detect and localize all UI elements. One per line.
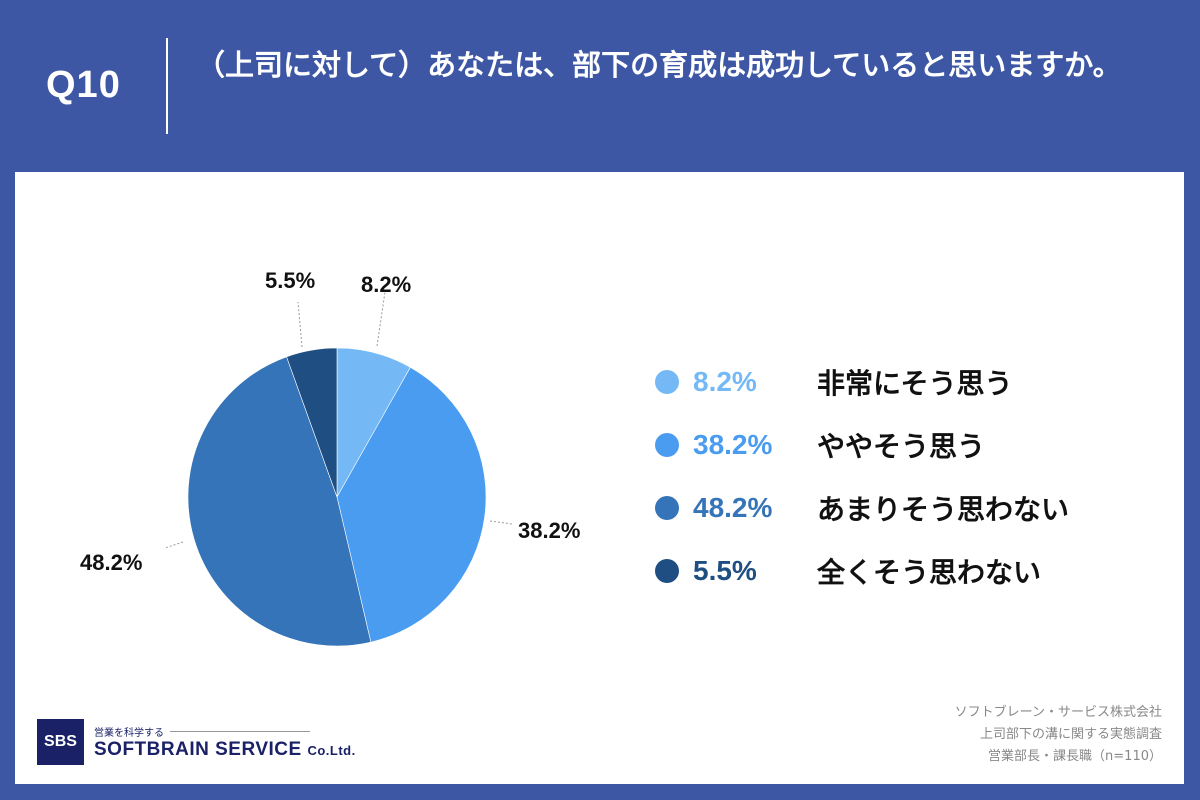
- logo-name: SOFTBRAIN SERVICE: [94, 738, 302, 760]
- legend-item: 8.2% 非常にそう思う: [655, 362, 1012, 402]
- logo-suffix: Co.Ltd.: [307, 742, 356, 758]
- header-divider: [166, 38, 168, 134]
- legend-label: 全くそう思わない: [817, 556, 1042, 589]
- pie-slice-not-at-all: [286, 347, 338, 498]
- legend-item: 48.2% あまりそう思わない: [655, 488, 1069, 528]
- source-company: ソフトブレーン・サービス株式会社: [954, 705, 1162, 720]
- source-survey: 上司部下の溝に関する実態調査: [979, 727, 1162, 742]
- pie-slice-somewhat: [336, 366, 487, 643]
- slice-label-not-much: 48.2%: [80, 550, 143, 575]
- pie-slice-not-much: [187, 356, 372, 647]
- legend-label: ややそう思う: [817, 430, 986, 463]
- legend-pct: 8.2%: [693, 366, 757, 397]
- legend-pct: 48.2%: [693, 492, 773, 523]
- legend-label: 非常にそう思う: [817, 367, 1013, 400]
- question-title: （上司に対して）あなたは、部下の育成は成功していると思いますか。: [196, 48, 1122, 82]
- legend-dot-icon: [655, 496, 679, 520]
- slice-label-very: 8.2%: [361, 272, 412, 297]
- legend-label: あまりそう思わない: [817, 493, 1070, 526]
- header: Q10 （上司に対して）あなたは、部下の育成は成功していると思いますか。: [0, 0, 1200, 170]
- question-number: Q10: [46, 64, 121, 106]
- source-sample: 営業部長・課長職（n=110）: [988, 749, 1162, 764]
- slice-label-somewhat: 38.2%: [518, 518, 581, 543]
- source-note: ソフトブレーン・サービス株式会社 上司部下の溝に関する実態調査 営業部長・課長職…: [955, 702, 1162, 768]
- legend-dot-icon: [655, 559, 679, 583]
- legend-item: 38.2% ややそう思う: [655, 425, 985, 465]
- legend-pct: 38.2%: [693, 429, 773, 460]
- slice-label-not-at-all: 5.5%: [265, 268, 316, 293]
- legend-dot-icon: [655, 370, 679, 394]
- company-logo: SBS 営業を科学する SOFTBRAIN SERVICE Co.Ltd.: [37, 719, 356, 765]
- legend-dot-icon: [655, 433, 679, 457]
- logo-mark: SBS: [37, 719, 84, 765]
- legend-pct: 5.5%: [693, 555, 757, 586]
- pie-chart: [164, 291, 513, 647]
- legend-item: 5.5% 全くそう思わない: [655, 551, 1041, 591]
- chart-panel: 8.2% 38.2% 48.2% 5.5% 8.2% 非常にそう思う 38.2%…: [15, 172, 1184, 784]
- logo-tagline: 営業を科学する: [94, 727, 164, 739]
